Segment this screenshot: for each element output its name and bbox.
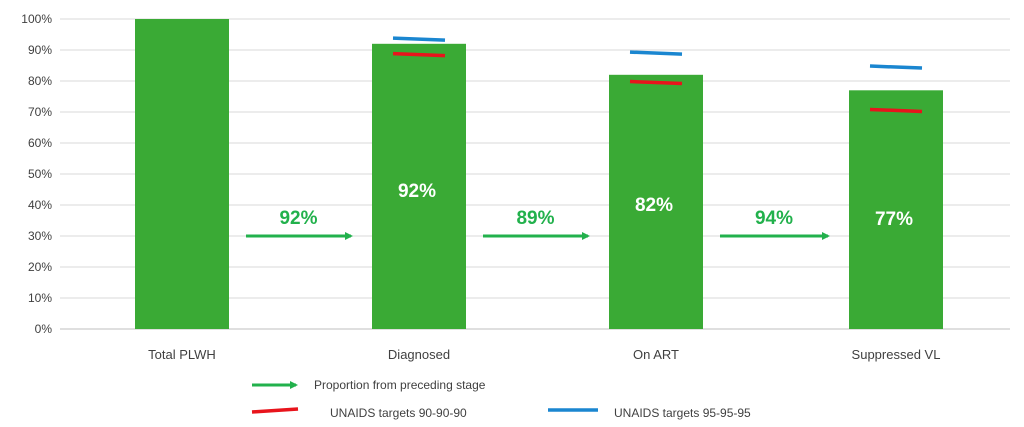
conversion-label: 94%	[755, 208, 793, 229]
bar	[609, 74, 703, 329]
y-tick-label: 20%	[28, 260, 52, 274]
bar	[849, 90, 943, 329]
legend: Proportion from preceding stage UNAIDS t…	[251, 378, 751, 420]
conversion-label: 92%	[279, 208, 317, 229]
category-label: On ART	[633, 347, 679, 362]
bar-data-label: 92%	[398, 181, 436, 202]
bar	[372, 43, 466, 330]
y-tick-label: 50%	[28, 167, 52, 181]
y-tick-label: 80%	[28, 74, 52, 88]
legend-target-90-label: UNAIDS targets 90-90-90	[330, 406, 467, 420]
category-label: Diagnosed	[388, 347, 450, 362]
y-tick-label: 70%	[28, 105, 52, 119]
bars	[135, 19, 943, 330]
target-95-marker	[629, 50, 683, 56]
y-tick-label: 100%	[21, 12, 52, 26]
legend-target-95-label: UNAIDS targets 95-95-95	[614, 406, 751, 420]
category-label: Total PLWH	[148, 347, 216, 362]
data-labels: 92% 82% 77%	[398, 181, 913, 230]
target-markers	[392, 36, 923, 114]
legend-target-90-swatch	[251, 407, 299, 414]
category-label: Suppressed VL	[852, 347, 941, 362]
conversion-arrows: 92% 89% 94%	[246, 208, 830, 240]
y-axis-ticks: 0% 10% 20% 30% 40% 50% 60% 70% 80% 90% 100%	[21, 12, 52, 336]
y-tick-label: 90%	[28, 43, 52, 57]
legend-arrow-label: Proportion from preceding stage	[314, 378, 486, 392]
category-labels: Total PLWH Diagnosed On ART Suppressed VL	[148, 347, 940, 362]
y-tick-label: 40%	[28, 198, 52, 212]
bar-data-label: 77%	[875, 209, 913, 230]
y-tick-label: 0%	[35, 322, 53, 336]
bar-data-label: 82%	[635, 195, 673, 216]
target-95-marker	[869, 64, 923, 70]
y-tick-label: 60%	[28, 136, 52, 150]
y-tick-label: 10%	[28, 291, 52, 305]
target-90-marker	[392, 51, 446, 58]
target-90-marker	[869, 107, 923, 114]
target-90-marker	[629, 79, 683, 86]
target-95-marker	[392, 36, 446, 42]
y-tick-label: 30%	[28, 229, 52, 243]
bar	[135, 19, 229, 329]
conversion-label: 89%	[516, 208, 554, 229]
